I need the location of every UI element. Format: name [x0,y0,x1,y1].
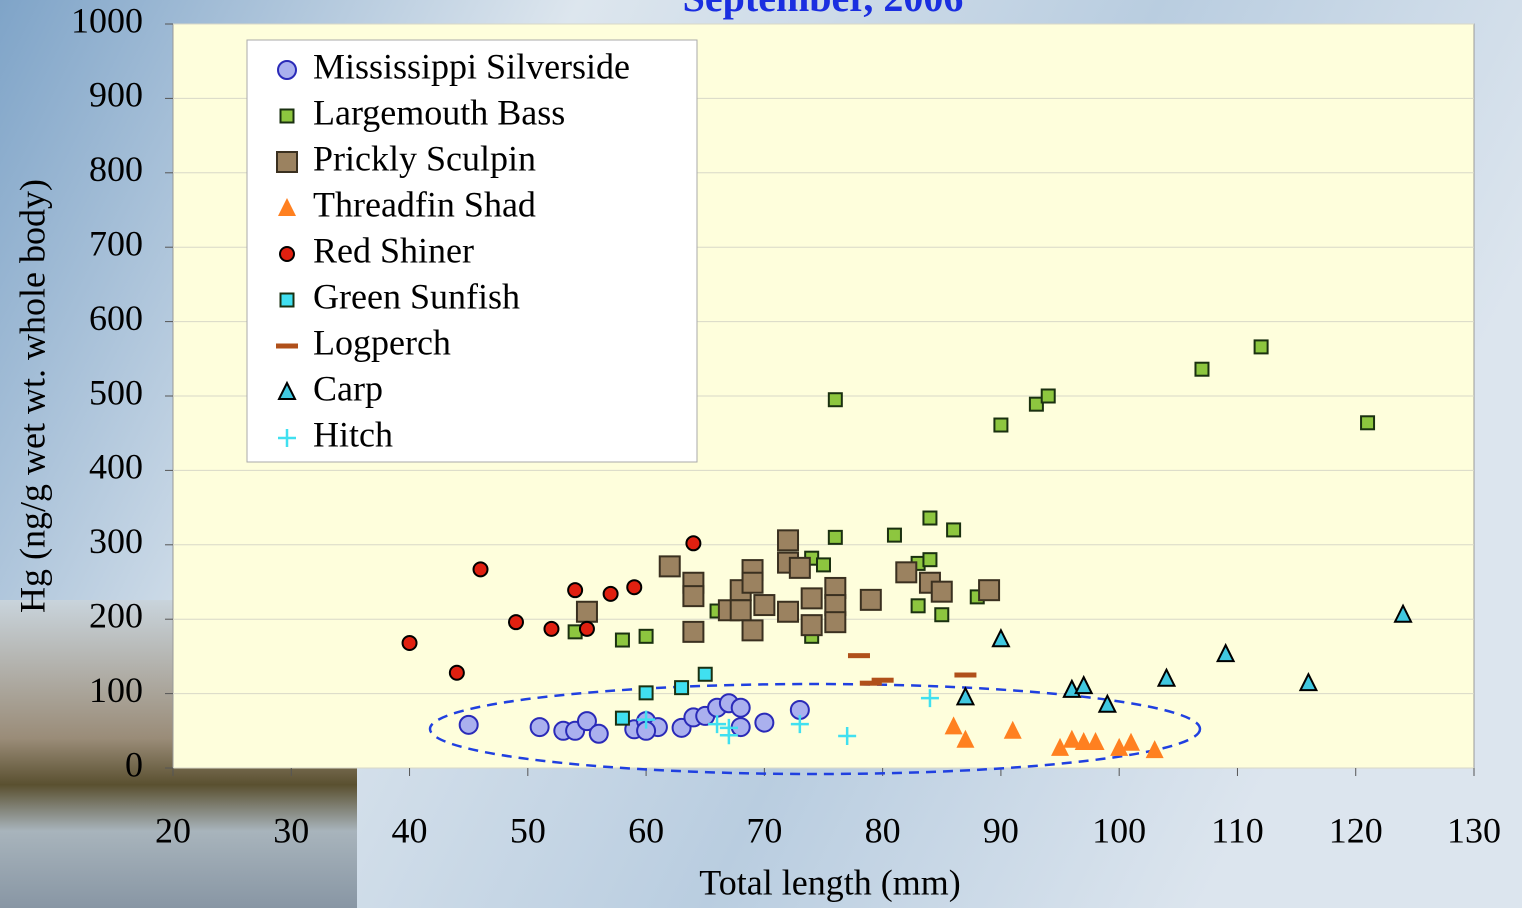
legend-label: Red Shiner [313,230,474,270]
point [544,622,558,636]
y-tick-label: 800 [89,149,143,189]
legend-label: Largemouth Bass [313,92,565,132]
point [699,668,712,681]
x-tick-label: 40 [392,810,428,850]
point [590,725,608,743]
point [923,553,936,566]
point [802,588,822,608]
x-tick-label: 110 [1211,810,1264,850]
point [802,615,822,635]
point [861,590,881,610]
point [935,608,948,621]
point [731,600,751,620]
chart: 0 100 200 300 400 500 600 700 800 900 1000 20 30 40 50… [0,0,1522,908]
point [790,558,810,578]
x-tick-label: 70 [746,810,782,850]
point [932,582,952,602]
chart-title: September, 2006 [683,0,964,20]
point [1255,340,1268,353]
point [640,686,653,699]
y-tick-label: 400 [89,447,143,487]
point [954,673,976,678]
point [683,586,703,606]
x-tick-label: 100 [1092,810,1146,850]
point [829,531,842,544]
x-tick-label: 80 [865,810,901,850]
point [778,602,798,622]
point [675,681,688,694]
y-tick-label: 0 [125,744,143,784]
y-tick-label: 200 [89,595,143,635]
point [743,573,763,593]
legend-label: Threadfin Shad [313,184,536,224]
point [616,712,629,725]
point [743,620,763,640]
point [994,419,1007,432]
legend-label: Prickly Sculpin [313,138,536,178]
point [474,562,488,576]
page: 0 100 200 300 400 500 600 700 800 900 1000 20 30 40 50… [0,0,1522,908]
x-tick-label: 20 [155,810,191,850]
point [979,580,999,600]
legend-marker [281,294,294,307]
point [1042,390,1055,403]
y-tick-label: 100 [89,670,143,710]
legend-marker [278,61,296,79]
point [577,602,597,622]
point [754,595,774,615]
point [568,583,582,597]
point [403,636,417,650]
point [888,529,901,542]
point [817,558,830,571]
y-tick-label: 900 [89,75,143,115]
x-tick-label: 50 [510,810,546,850]
point [686,536,700,550]
point [509,615,523,629]
y-tick-label: 700 [89,223,143,263]
point [825,612,845,632]
point [947,523,960,536]
legend-marker [280,247,294,261]
point [531,718,549,736]
point [627,580,641,594]
y-axis-label: Hg (ng/g wet wt. whole body) [12,179,52,613]
x-tick-label: 130 [1447,810,1501,850]
y-tick-label: 500 [89,372,143,412]
point [460,716,478,734]
x-tick-label: 60 [628,810,664,850]
legend-marker [277,152,297,172]
point [1195,363,1208,376]
point [580,622,594,636]
legend-label: Green Sunfish [313,276,520,316]
point [872,678,894,683]
legend-label: Logperch [313,322,451,362]
y-tick-label: 600 [89,298,143,338]
legend-label: Hitch [313,414,393,454]
x-tick-label: 30 [273,810,309,850]
point [1361,416,1374,429]
x-tick-label: 90 [983,810,1019,850]
point [755,714,773,732]
point [660,556,680,576]
point [683,622,703,642]
point [616,634,629,647]
point [732,699,750,717]
point [778,530,798,550]
legend-label: Carp [313,368,383,408]
point [604,587,618,601]
point [896,562,916,582]
y-tick-label: 1000 [71,0,143,40]
x-tick-label: 120 [1329,810,1383,850]
y-tick-label: 300 [89,521,143,561]
legend-label: Mississippi Silverside [313,46,630,86]
legend-marker [281,110,294,123]
point [848,653,870,658]
x-axis-label: Total length (mm) [699,862,960,902]
point [923,512,936,525]
point [450,666,464,680]
point [912,599,925,612]
point [640,630,653,643]
legend-marker [276,344,298,349]
point [829,393,842,406]
